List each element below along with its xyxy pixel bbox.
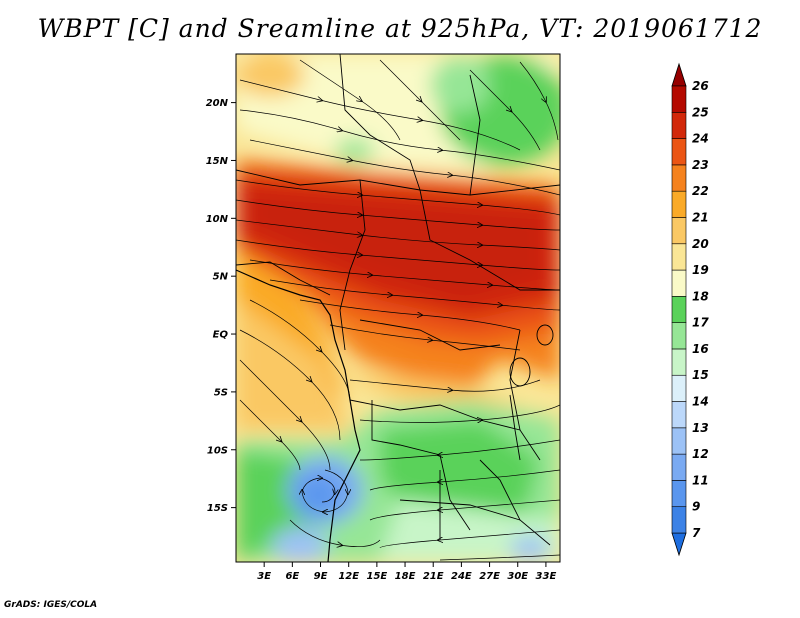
lat-tick-label: 10N xyxy=(206,214,229,225)
colorbar-swatch xyxy=(671,322,687,350)
colorbar-label: 19 xyxy=(692,263,709,277)
lat-tick-label: 20N xyxy=(206,98,229,109)
colorbar-label: 7 xyxy=(692,526,701,540)
map-frame xyxy=(236,54,560,562)
colorbar-swatch xyxy=(671,138,687,166)
longitude-axis: 3E 6E 9E 12E 15E 18E 21E 24E 27E 30E 33E xyxy=(257,562,556,582)
colorbar-label: 17 xyxy=(692,316,709,330)
colorbar-swatch xyxy=(671,190,687,218)
lat-tick-label: 15S xyxy=(207,503,228,514)
lon-tick-label: 6E xyxy=(285,571,299,582)
colorbar-label: 15 xyxy=(692,368,709,382)
colorbar-label: 20 xyxy=(692,237,709,251)
colorbar-swatch xyxy=(671,480,687,508)
lon-tick-label: 12E xyxy=(338,571,359,582)
colorbar-label: 11 xyxy=(692,473,709,487)
wbpt-shading xyxy=(236,54,560,562)
colorbar-label: 21 xyxy=(692,210,709,224)
lon-tick-label: 24E xyxy=(451,571,472,582)
colorbar-swatch xyxy=(671,85,687,113)
lat-tick-label: EQ xyxy=(213,330,229,341)
lat-tick-label: 5N xyxy=(213,272,229,283)
colorbar-label: 14 xyxy=(692,395,709,409)
colorbar-label: 16 xyxy=(692,342,709,356)
colorbar-swatch xyxy=(671,111,687,139)
colorbar-swatch xyxy=(671,427,687,455)
lon-tick-label: 21E xyxy=(423,571,444,582)
lon-tick-label: 27E xyxy=(479,571,500,582)
colorbar-swatch xyxy=(671,164,687,192)
lon-tick-label: 18E xyxy=(395,571,416,582)
lon-tick-label: 33E xyxy=(536,571,557,582)
latitude-axis: 20N 15N 10N 5N EQ 5S 10S 15S xyxy=(206,98,236,514)
colorbar-swatch xyxy=(671,453,687,481)
chart-title: WBPT [C] and Sreamline at 925hPa, VT: 20… xyxy=(37,14,763,43)
colorbar-swatch xyxy=(671,217,687,245)
colorbar-swatch xyxy=(671,506,687,534)
colorbar: 7 9 11 12 13 14 15 16 17 18 19 20 21 22 23 24 25 26 xyxy=(671,62,709,557)
lat-tick-label: 10S xyxy=(207,445,228,456)
lon-tick-label: 30E xyxy=(507,571,528,582)
lon-tick-label: 9E xyxy=(314,571,328,582)
colorbar-swatch xyxy=(671,348,687,376)
colorbar-min-arrow xyxy=(671,532,687,557)
lat-tick-label: 5S xyxy=(214,387,228,398)
lon-tick-label: 15E xyxy=(366,571,387,582)
colorbar-swatch xyxy=(671,401,687,429)
colorbar-label: 25 xyxy=(692,105,709,119)
streamlines xyxy=(236,59,560,561)
colorbar-label: 13 xyxy=(692,421,709,435)
colorbar-label: 24 xyxy=(692,132,709,146)
colorbar-label: 22 xyxy=(692,184,709,198)
colorbar-max-arrow xyxy=(671,62,687,87)
colorbar-swatch xyxy=(671,374,687,402)
colorbar-label: 18 xyxy=(692,289,709,303)
map-border xyxy=(235,53,561,563)
colorbar-label: 12 xyxy=(692,447,709,461)
colorbar-swatch xyxy=(671,296,687,323)
lon-tick-label: 3E xyxy=(257,571,271,582)
colorbar-label: 26 xyxy=(692,79,709,93)
colorbar-swatch xyxy=(671,269,687,297)
colorbar-swatch xyxy=(671,243,687,271)
colorbar-label: 9 xyxy=(692,500,700,514)
lat-tick-label: 15N xyxy=(206,156,229,167)
colorbar-label: 23 xyxy=(692,158,709,172)
grads-credit: GrADS: IGES/COLA xyxy=(4,600,98,610)
